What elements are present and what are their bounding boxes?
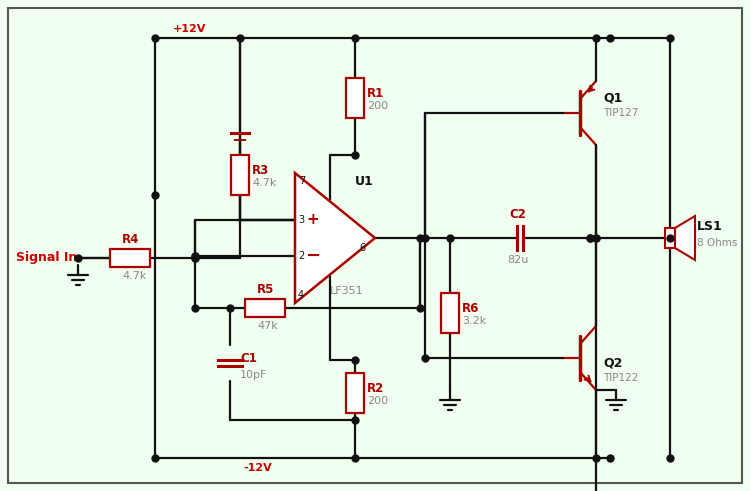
Text: TIP127: TIP127 bbox=[603, 108, 638, 118]
Bar bbox=[665, 228, 675, 248]
Text: 7: 7 bbox=[299, 176, 305, 186]
Text: R2: R2 bbox=[367, 382, 384, 394]
Text: 8 Ohms: 8 Ohms bbox=[697, 238, 737, 248]
Text: R1: R1 bbox=[367, 86, 384, 100]
Text: 4.7k: 4.7k bbox=[252, 178, 276, 188]
Text: LF351: LF351 bbox=[330, 286, 364, 296]
Text: C1: C1 bbox=[240, 352, 256, 364]
Text: 2: 2 bbox=[298, 251, 304, 261]
Text: -12V: -12V bbox=[244, 463, 272, 473]
Text: +12V: +12V bbox=[173, 24, 207, 34]
Text: U1: U1 bbox=[355, 175, 374, 188]
Text: 10pF: 10pF bbox=[240, 370, 267, 380]
Text: 3.2k: 3.2k bbox=[462, 316, 486, 326]
Text: 3: 3 bbox=[298, 215, 304, 225]
Text: Q2: Q2 bbox=[603, 356, 622, 370]
Text: Q1: Q1 bbox=[603, 91, 622, 105]
Text: −: − bbox=[305, 247, 320, 265]
Polygon shape bbox=[295, 173, 375, 303]
Text: R5: R5 bbox=[257, 283, 274, 296]
Text: 47k: 47k bbox=[257, 321, 278, 331]
Text: R6: R6 bbox=[462, 301, 479, 315]
Bar bbox=[346, 78, 364, 118]
Bar bbox=[245, 299, 285, 317]
Text: +: + bbox=[307, 213, 320, 227]
Text: R3: R3 bbox=[252, 164, 269, 176]
Text: 6: 6 bbox=[358, 243, 365, 253]
Bar bbox=[110, 249, 150, 267]
Text: Signal In: Signal In bbox=[16, 251, 77, 265]
Polygon shape bbox=[675, 216, 695, 260]
Text: 4.7k: 4.7k bbox=[122, 271, 146, 281]
Text: 200: 200 bbox=[367, 101, 388, 111]
Text: 4: 4 bbox=[298, 290, 304, 300]
Text: 82u: 82u bbox=[507, 255, 529, 265]
Text: TIP122: TIP122 bbox=[603, 373, 638, 383]
Text: LS1: LS1 bbox=[697, 219, 723, 233]
Text: R4: R4 bbox=[122, 233, 140, 246]
Text: C2: C2 bbox=[509, 208, 526, 221]
Bar bbox=[346, 373, 364, 413]
Text: 200: 200 bbox=[367, 396, 388, 406]
Bar bbox=[441, 293, 459, 333]
Bar bbox=[231, 155, 249, 195]
